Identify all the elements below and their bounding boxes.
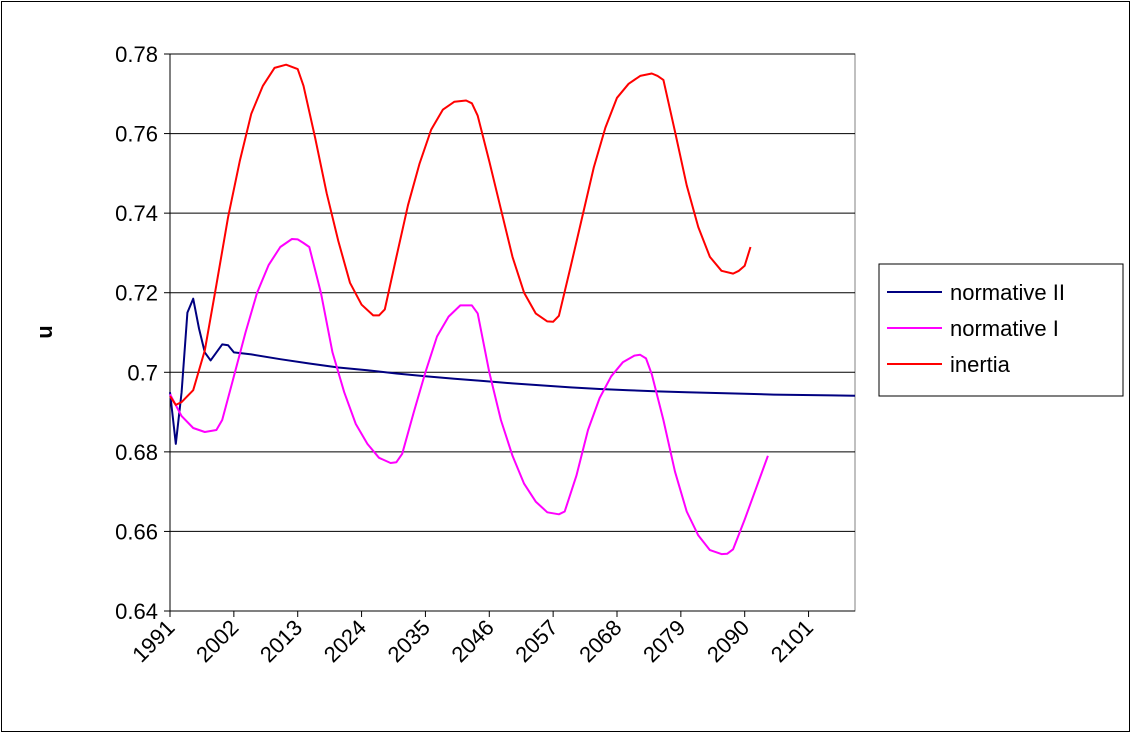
x-tick-label: 2013 <box>255 615 307 667</box>
y-tick-label: 0.66 <box>115 519 158 544</box>
x-tick-label: 2024 <box>319 615 371 667</box>
x-tick-label: 2068 <box>574 615 626 667</box>
x-tick-label: 2035 <box>383 615 435 667</box>
y-tick-label: 0.7 <box>127 360 158 385</box>
series-line-inertia <box>169 63 752 406</box>
series-line-normative-ii <box>169 297 856 445</box>
y-tick-label: 0.74 <box>115 201 158 226</box>
x-axis-ticks: 1991 2002 2013 2024 2035 2046 2057 2068 2079 2090… <box>127 610 855 667</box>
x-tick-label: 2046 <box>447 615 499 667</box>
y-tick-label: 0.72 <box>115 281 158 306</box>
x-tick-label: 2057 <box>510 615 562 667</box>
legend: normative II normative I inertia <box>878 263 1124 397</box>
plot-area <box>169 53 856 612</box>
x-tick-label: 2079 <box>638 615 690 667</box>
y-tick-label: 0.76 <box>115 122 158 147</box>
y-tick-label: 0.78 <box>115 42 158 67</box>
y-axis-title: u <box>32 325 57 338</box>
series-line-normative-i <box>169 238 769 556</box>
x-tick-label: 2002 <box>191 615 243 667</box>
legend-label-normative-ii: normative II <box>950 280 1065 305</box>
x-tick-label: 2101 <box>766 615 818 667</box>
x-tick-label: 2090 <box>702 615 754 667</box>
series-layer <box>169 63 856 556</box>
legend-label-normative-i: normative I <box>950 316 1059 341</box>
legend-label-inertia: inertia <box>950 352 1011 377</box>
y-tick-label: 0.64 <box>115 599 158 624</box>
y-tick-label: 0.68 <box>115 440 158 465</box>
gridlines <box>170 53 855 532</box>
y-axis-ticks: 0.64 0.66 0.68 0.7 0.72 0.74 0.76 0.78 <box>115 42 171 624</box>
legend-box <box>878 263 1124 397</box>
